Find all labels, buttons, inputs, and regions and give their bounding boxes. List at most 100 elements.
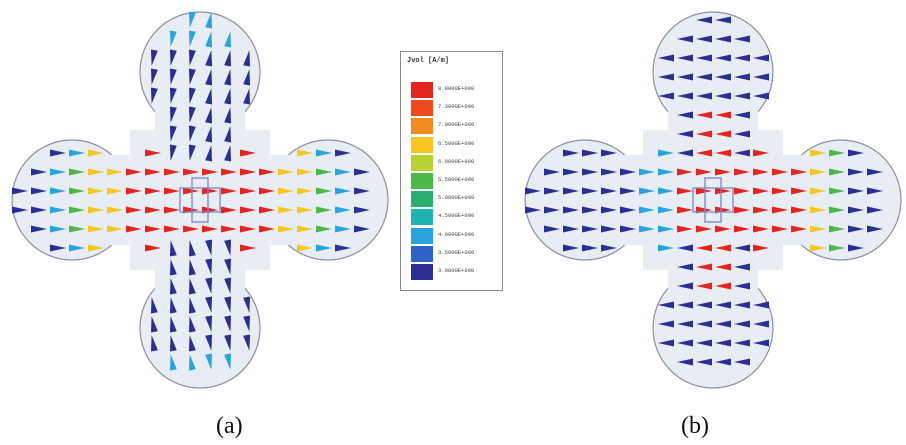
current-arrow (544, 187, 560, 195)
current-arrow (126, 206, 142, 214)
current-arrow (734, 206, 750, 214)
current-arrow (240, 187, 256, 195)
legend-swatch (411, 173, 433, 189)
current-arrow (715, 35, 731, 43)
current-arrow (601, 225, 617, 233)
current-arrow (639, 225, 655, 233)
current-arrow (677, 301, 693, 309)
current-arrow (734, 54, 750, 62)
current-arrow (696, 111, 712, 119)
current-arrow (224, 31, 232, 48)
current-arrow (164, 225, 180, 233)
current-arrow (810, 168, 826, 176)
current-arrow (582, 225, 598, 233)
current-arrow (867, 225, 883, 233)
current-arrow (677, 339, 693, 347)
current-arrow (224, 145, 232, 162)
current-arrow (772, 168, 788, 176)
current-arrow (715, 301, 731, 309)
current-arrow (658, 73, 674, 81)
current-arrow (715, 111, 731, 119)
current-arrow (658, 206, 674, 214)
current-arrow (107, 225, 123, 233)
current-arrow (224, 258, 232, 275)
current-arrow (88, 168, 104, 176)
current-arrow (791, 187, 807, 195)
current-arrow (677, 320, 693, 328)
feed-structure (704, 177, 722, 223)
current-arrow (50, 168, 66, 176)
current-arrow (240, 168, 256, 176)
current-arrow (696, 187, 712, 195)
current-arrow (188, 87, 196, 104)
current-arrow (243, 315, 251, 332)
current-arrow (601, 244, 617, 252)
current-arrow (188, 30, 196, 47)
current-arrow (715, 263, 731, 271)
current-arrow (753, 225, 769, 233)
current-arrow (150, 68, 158, 85)
current-arrow (50, 187, 66, 195)
current-arrow (50, 244, 66, 252)
current-arrow (734, 187, 750, 195)
current-arrow (354, 225, 370, 233)
current-arrow (50, 149, 66, 157)
current-arrow (316, 244, 332, 252)
current-arrow (677, 263, 693, 271)
current-arrow (205, 50, 213, 67)
current-arrow (205, 258, 213, 275)
current-arrow (753, 301, 769, 309)
current-arrow (696, 282, 712, 290)
current-arrow (753, 149, 769, 157)
current-arrow (205, 31, 213, 48)
current-arrow (753, 206, 769, 214)
current-arrow (169, 316, 177, 333)
current-arrow (88, 149, 104, 157)
current-arrow (243, 88, 251, 105)
current-arrow (31, 187, 47, 195)
current-arrow (69, 187, 85, 195)
current-arrow (658, 339, 674, 347)
antenna-neck (60, 155, 340, 245)
current-arrow (88, 244, 104, 252)
legend-swatch (411, 209, 433, 226)
current-arrow (297, 206, 313, 214)
current-arrow (224, 296, 232, 313)
current-arrow (848, 206, 864, 214)
current-arrow (753, 54, 769, 62)
current-arrow (696, 73, 712, 81)
current-arrow (12, 187, 28, 195)
current-arrow (297, 149, 313, 157)
current-arrow (715, 244, 731, 252)
current-arrow (205, 334, 213, 351)
current-arrow (791, 206, 807, 214)
current-arrow (202, 187, 218, 195)
current-arrow (221, 168, 237, 176)
current-arrow (150, 316, 158, 333)
current-arrow (169, 125, 177, 142)
current-arrow (772, 206, 788, 214)
current-arrow (544, 206, 560, 214)
current-arrow (240, 149, 256, 157)
current-arrow (259, 187, 275, 195)
feed-structure (191, 177, 209, 223)
current-arrow (169, 144, 177, 161)
current-arrow (658, 149, 674, 157)
current-arrow (169, 335, 177, 352)
current-arrow (677, 73, 693, 81)
current-arrow (715, 73, 731, 81)
legend-label: 7.0000E+000 (438, 121, 475, 129)
current-arrow (164, 168, 180, 176)
legend-swatch (411, 100, 433, 117)
current-arrow (715, 168, 731, 176)
current-arrow (354, 206, 370, 214)
current-arrow (601, 206, 617, 214)
legend-swatch (411, 118, 433, 135)
current-arrow (150, 335, 158, 352)
current-arrow (810, 149, 826, 157)
current-arrow (810, 187, 826, 195)
current-arrow (563, 168, 579, 176)
current-arrow (243, 50, 251, 67)
current-arrow (696, 301, 712, 309)
